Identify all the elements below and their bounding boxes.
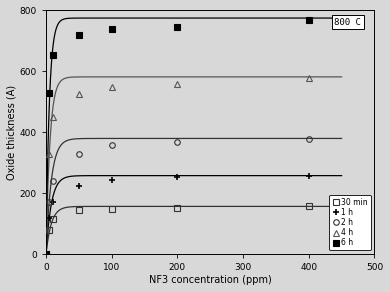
30 min — [307, 205, 311, 208]
2 h — [109, 143, 114, 147]
6 h — [109, 27, 114, 30]
30 min — [50, 218, 55, 221]
2 h — [44, 253, 48, 256]
Line: 30 min: 30 min — [43, 204, 312, 257]
1 h — [50, 201, 55, 204]
4 h — [76, 93, 81, 96]
Line: 4 h: 4 h — [43, 75, 312, 257]
2 h — [50, 179, 55, 183]
Line: 1 h: 1 h — [43, 172, 312, 258]
1 h — [307, 174, 311, 177]
4 h — [307, 76, 311, 80]
30 min — [47, 228, 51, 232]
1 h — [76, 184, 81, 187]
Text: 800 C: 800 C — [334, 18, 361, 27]
6 h — [76, 33, 81, 36]
X-axis label: NF3 concentration (ppm): NF3 concentration (ppm) — [149, 275, 271, 285]
Line: 6 h: 6 h — [43, 17, 312, 257]
1 h — [44, 253, 48, 256]
1 h — [175, 176, 180, 179]
2 h — [76, 152, 81, 155]
2 h — [175, 140, 180, 144]
Legend: 30 min, 1 h, 2 h, 4 h, 6 h: 30 min, 1 h, 2 h, 4 h, 6 h — [330, 195, 370, 251]
Y-axis label: Oxide thickness (A): Oxide thickness (A) — [7, 85, 17, 180]
2 h — [307, 137, 311, 141]
1 h — [109, 178, 114, 181]
6 h — [50, 53, 55, 56]
4 h — [109, 86, 114, 89]
30 min — [76, 208, 81, 212]
4 h — [44, 253, 48, 256]
6 h — [44, 253, 48, 256]
6 h — [175, 25, 180, 29]
1 h — [47, 216, 51, 219]
4 h — [50, 115, 55, 119]
2 h — [47, 201, 51, 204]
6 h — [307, 18, 311, 21]
Line: 2 h: 2 h — [43, 136, 312, 257]
4 h — [47, 152, 51, 155]
6 h — [47, 91, 51, 95]
30 min — [175, 206, 180, 209]
30 min — [44, 253, 48, 256]
4 h — [175, 82, 180, 86]
30 min — [109, 207, 114, 210]
